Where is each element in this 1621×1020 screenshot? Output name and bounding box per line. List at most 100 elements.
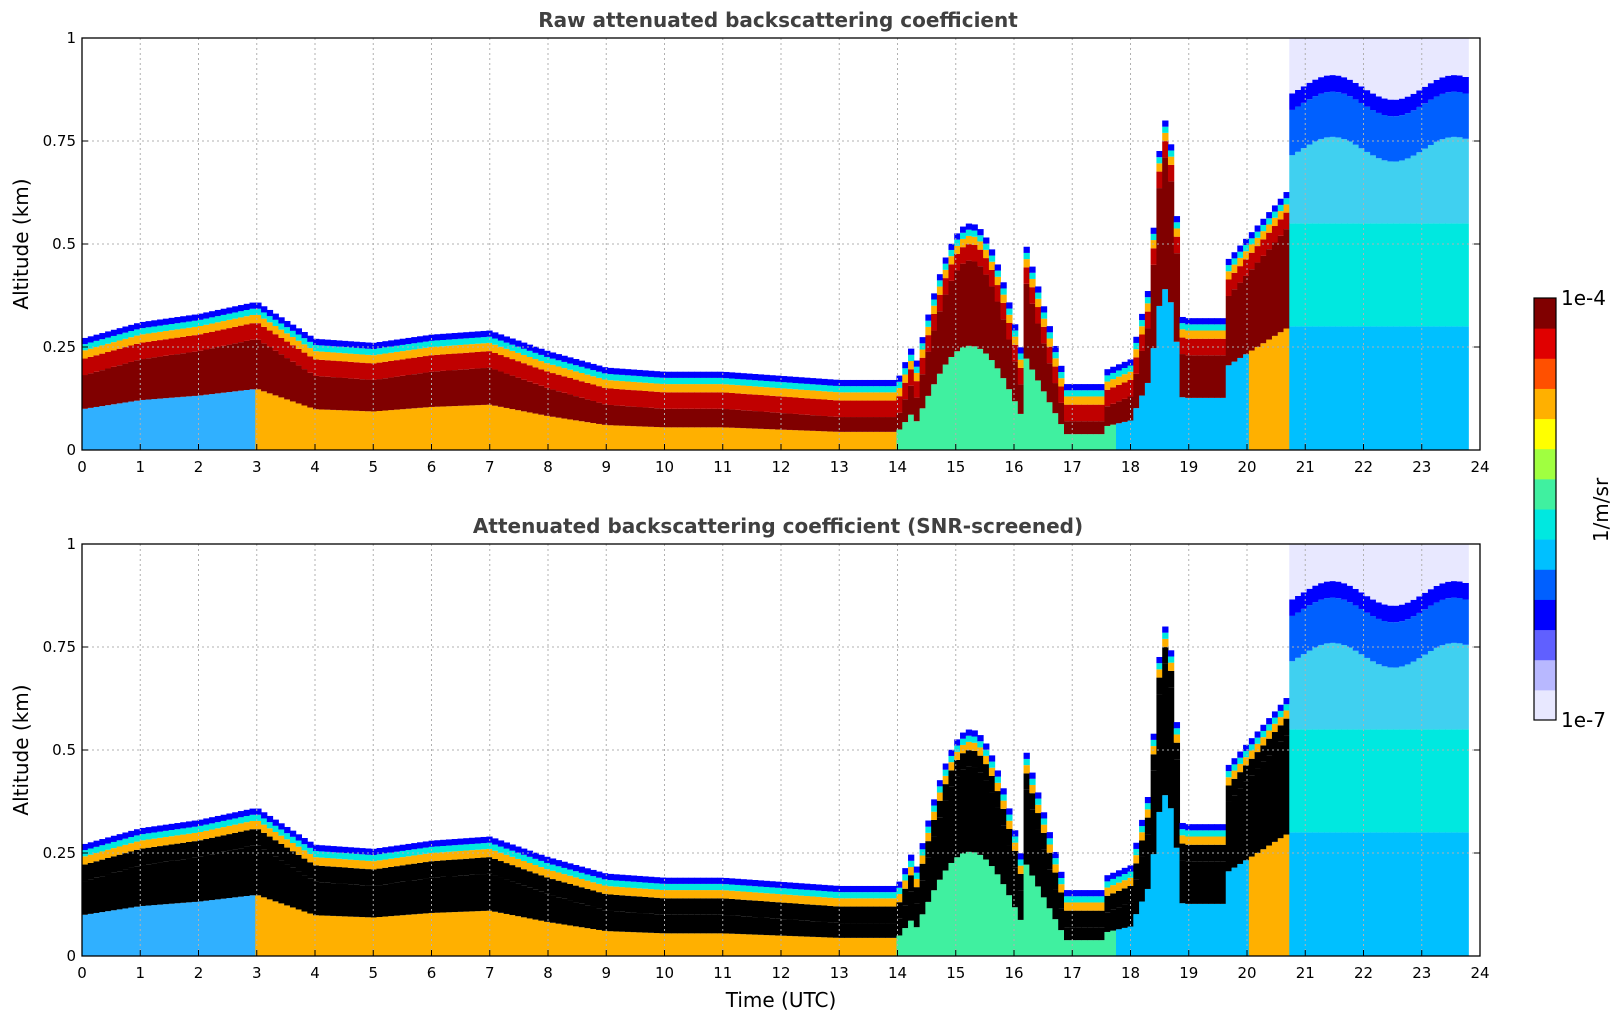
- heatmap-cell: [1364, 151, 1371, 224]
- heatmap-cell: [838, 400, 845, 418]
- heatmap-cell: [821, 415, 828, 432]
- heatmap-cell: [994, 782, 1001, 792]
- heatmap-cell: [1104, 389, 1111, 407]
- heatmap-cell: [711, 392, 718, 409]
- heatmap-cell: [1110, 872, 1117, 879]
- heatmap-cell: [162, 331, 170, 340]
- heatmap-cell: [1150, 233, 1157, 241]
- heatmap-cell: [1058, 871, 1065, 878]
- heatmap-cell: [798, 397, 805, 415]
- heatmap-cell: [515, 361, 522, 378]
- heatmap-cell: [1335, 729, 1342, 833]
- heatmap-cell: [278, 829, 285, 836]
- heatmap-cell: [867, 937, 874, 956]
- heatmap-cell: [174, 823, 181, 830]
- heatmap-cell: [573, 926, 580, 956]
- heatmap-cell: [567, 363, 574, 370]
- heatmap-cell: [307, 341, 314, 349]
- heatmap-cell: [532, 346, 539, 353]
- heatmap-cell: [133, 849, 141, 867]
- heatmap-cell: [850, 906, 857, 924]
- heatmap-cell: [197, 313, 204, 320]
- heatmap-cell: [1358, 544, 1365, 593]
- heatmap-cell: [544, 869, 551, 878]
- heatmap-cell: [1214, 355, 1221, 398]
- heatmap-cell: [318, 851, 326, 858]
- heatmap-cell: [1150, 733, 1157, 740]
- heatmap-cell: [856, 392, 863, 401]
- heatmap-cell: [1451, 75, 1458, 92]
- heatmap-cell: [1035, 286, 1042, 293]
- heatmap-cell: [249, 814, 256, 821]
- heatmap-cell: [1173, 216, 1181, 223]
- heatmap-cell: [1029, 266, 1036, 273]
- heatmap-cell: [711, 427, 718, 450]
- heatmap-cell: [740, 373, 747, 380]
- heatmap-cell: [723, 378, 730, 385]
- heatmap-cell: [1040, 312, 1048, 319]
- heatmap-cell: [665, 371, 672, 378]
- heatmap-cell: [1462, 223, 1469, 327]
- heatmap-cell: [249, 308, 256, 315]
- heatmap-cell: [341, 377, 349, 411]
- heatmap-cell: [815, 390, 822, 400]
- heatmap-cell: [798, 903, 805, 921]
- heatmap-cell: [324, 409, 331, 450]
- heatmap-cell: [1422, 832, 1429, 956]
- heatmap-cell: [1427, 223, 1435, 327]
- heatmap-cell: [1341, 832, 1348, 956]
- heatmap-cell: [1144, 382, 1152, 450]
- heatmap-cell: [821, 884, 828, 892]
- heatmap-cell: [255, 895, 262, 956]
- heatmap-cell: [289, 851, 297, 868]
- heatmap-cell: [619, 874, 626, 881]
- x-tick-label: 1: [135, 964, 145, 982]
- heatmap-cell: [1156, 663, 1163, 670]
- heatmap-cell: [261, 832, 268, 850]
- colorbar-swatch: [1534, 509, 1556, 540]
- heatmap-cell: [1364, 657, 1371, 730]
- heatmap-cell: [1006, 339, 1013, 390]
- x-tick-label: 10: [655, 458, 674, 476]
- heatmap-cell: [1427, 832, 1435, 956]
- heatmap-cell: [798, 414, 805, 431]
- heatmap-cell: [601, 873, 609, 880]
- heatmap-cell: [867, 417, 874, 432]
- heatmap-cell: [1381, 223, 1388, 327]
- heatmap-cell: [1139, 313, 1146, 321]
- heatmap-cell: [1162, 638, 1169, 648]
- heatmap-cell: [1017, 347, 1025, 354]
- heatmap-cell: [1260, 745, 1267, 762]
- heatmap-cell: [850, 885, 857, 893]
- heatmap-cell: [301, 844, 308, 851]
- heatmap-cell: [746, 891, 753, 901]
- heatmap-cell: [1115, 370, 1123, 377]
- heatmap-cell: [1462, 326, 1469, 450]
- heatmap-cell: [313, 359, 320, 376]
- heatmap-cell: [630, 375, 638, 382]
- heatmap-cell: [261, 391, 268, 450]
- heatmap-cell: [1156, 677, 1163, 695]
- heatmap-cell: [266, 828, 274, 837]
- heatmap-cell: [659, 933, 666, 956]
- heatmap-cell: [278, 397, 285, 450]
- heatmap-cell: [1144, 311, 1152, 329]
- heatmap-cell: [717, 877, 724, 884]
- heatmap-cell: [347, 410, 354, 450]
- heatmap-cell: [1092, 890, 1100, 897]
- heatmap-cell: [1023, 246, 1030, 253]
- heatmap-cell: [330, 852, 337, 859]
- heatmap-cell: [1104, 931, 1111, 956]
- heatmap-cell: [486, 910, 493, 956]
- heatmap-cell: [740, 385, 747, 394]
- heatmap-cell: [648, 913, 655, 933]
- heatmap-cell: [682, 377, 690, 385]
- heatmap-cell: [128, 361, 135, 402]
- heatmap-cell: [515, 377, 522, 411]
- heatmap-cell: [324, 345, 331, 352]
- heatmap-cell: [162, 398, 170, 450]
- heatmap-cell: [203, 900, 210, 956]
- heatmap-cell: [411, 349, 418, 358]
- heatmap-cell: [1179, 903, 1186, 956]
- heatmap-cell: [555, 923, 562, 956]
